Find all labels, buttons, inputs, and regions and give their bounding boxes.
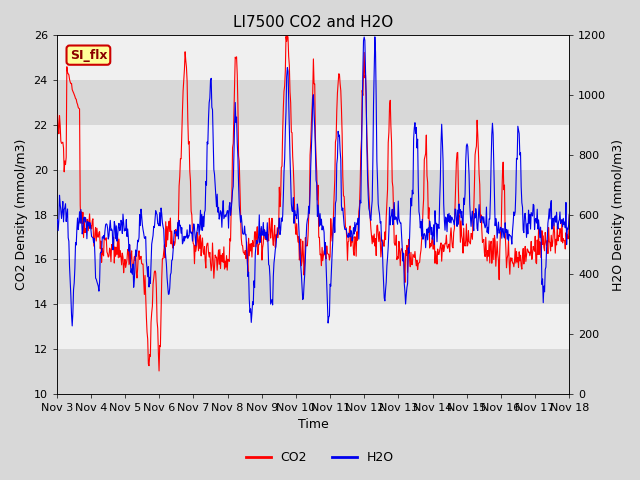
Bar [57, 36, 570, 80]
Y-axis label: CO2 Density (mmol/m3): CO2 Density (mmol/m3) [15, 139, 28, 290]
Bar [57, 170, 570, 215]
Text: SI_flx: SI_flx [70, 48, 107, 61]
Legend: CO2, H2O: CO2, H2O [241, 446, 399, 469]
Bar [57, 304, 570, 349]
X-axis label: Time: Time [298, 419, 328, 432]
Bar [57, 259, 570, 304]
Bar [57, 215, 570, 259]
Bar [57, 349, 570, 394]
Title: LI7500 CO2 and H2O: LI7500 CO2 and H2O [233, 15, 393, 30]
Bar [57, 80, 570, 125]
Y-axis label: H2O Density (mmol/m3): H2O Density (mmol/m3) [612, 139, 625, 290]
Bar [57, 125, 570, 170]
